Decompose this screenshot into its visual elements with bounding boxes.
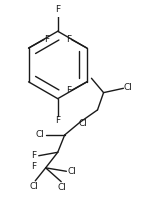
Text: Cl: Cl	[67, 167, 76, 176]
Text: F: F	[55, 116, 60, 125]
Text: F: F	[32, 163, 37, 171]
Text: F: F	[66, 35, 71, 44]
Text: Cl: Cl	[58, 183, 67, 192]
Text: Cl: Cl	[78, 119, 87, 128]
Text: F: F	[32, 151, 37, 160]
Text: F: F	[44, 35, 49, 44]
Text: F: F	[66, 86, 71, 95]
Text: Cl: Cl	[29, 182, 38, 191]
Text: F: F	[55, 5, 60, 14]
Text: Cl: Cl	[123, 83, 132, 92]
Text: Cl: Cl	[35, 130, 44, 139]
